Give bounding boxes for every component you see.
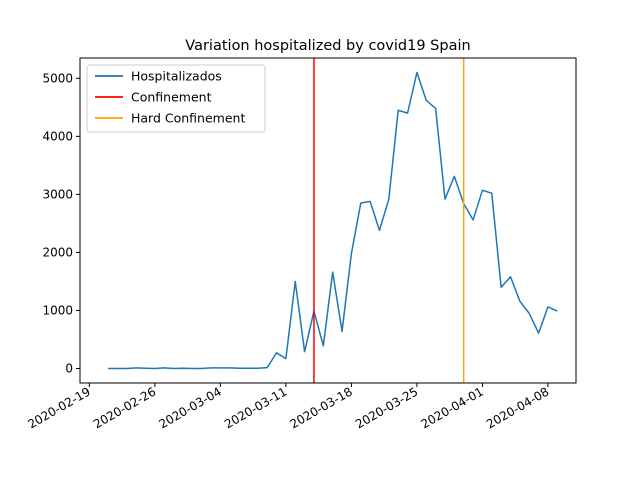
x-tick-label: 2020-02-26 bbox=[91, 384, 158, 431]
x-tick-label: 2020-03-11 bbox=[222, 384, 289, 431]
x-axis: 2020-02-192020-02-262020-03-042020-03-11… bbox=[25, 383, 551, 431]
y-tick-label: 5000 bbox=[42, 71, 73, 85]
y-tick-label: 0 bbox=[65, 361, 73, 375]
x-tick-label: 2020-04-08 bbox=[484, 384, 551, 431]
y-axis: 0 1000 2000 3000 4000 5000 bbox=[42, 71, 80, 375]
legend-label: Hard Confinement bbox=[131, 111, 245, 126]
legend-box bbox=[86, 64, 266, 133]
legend-label: Confinement bbox=[131, 90, 212, 105]
x-tick-label: 2020-03-25 bbox=[353, 384, 420, 431]
x-tick-label: 2020-03-18 bbox=[287, 384, 354, 431]
series-line-0 bbox=[108, 71, 558, 370]
legend-label: Hospitalizados bbox=[131, 69, 222, 84]
y-tick-label: 1000 bbox=[42, 303, 73, 317]
x-tick-label: 2020-03-04 bbox=[156, 384, 223, 431]
legend: Hospitalizados Confinement Hard Confinemen… bbox=[86, 64, 266, 133]
x-tick-label: 2020-02-19 bbox=[25, 384, 92, 431]
y-tick-label: 4000 bbox=[42, 129, 73, 143]
x-tick-label: 2020-04-01 bbox=[419, 384, 486, 431]
plot-frame bbox=[79, 57, 577, 384]
y-tick-label: 2000 bbox=[42, 245, 73, 259]
chart-title: Variation hospitalized by covid19 Spain bbox=[185, 38, 470, 54]
plot-area bbox=[108, 58, 558, 383]
y-tick-label: 3000 bbox=[42, 187, 73, 201]
